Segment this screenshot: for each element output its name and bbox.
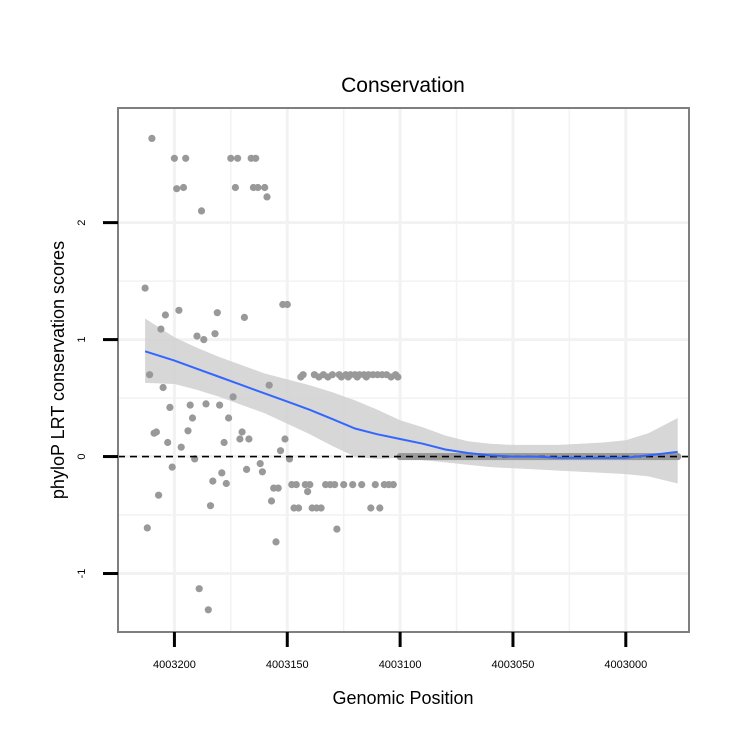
data-point [173, 185, 181, 193]
data-point [227, 154, 235, 162]
smooth-fit-line [144, 350, 678, 459]
data-point [299, 371, 307, 379]
data-point [182, 154, 190, 162]
data-point [152, 428, 160, 436]
data-point [243, 465, 251, 473]
data-point [258, 468, 266, 476]
data-point [200, 336, 208, 344]
data-point [263, 193, 271, 201]
data-point [168, 463, 176, 471]
data-point [161, 311, 169, 319]
chart-title: Conservation [341, 74, 465, 97]
data-point [141, 284, 149, 292]
x-axis: 4003200 4003150 4003100 4003050 4003000 [153, 632, 647, 671]
y-tick-label: 0 [76, 453, 88, 459]
data-point [155, 491, 163, 499]
data-point [256, 460, 264, 468]
confidence-ribbon [145, 318, 678, 484]
data-point [265, 381, 273, 389]
data-point [159, 383, 167, 392]
data-point [281, 435, 289, 443]
data-point [216, 401, 224, 409]
data-point [202, 400, 210, 408]
data-point [371, 481, 379, 489]
data-point [283, 300, 291, 309]
data-points [141, 134, 682, 614]
data-point [349, 481, 357, 489]
data-point [166, 403, 174, 411]
data-point [222, 479, 230, 488]
data-point [274, 484, 282, 492]
data-point [146, 371, 154, 379]
data-point [331, 481, 339, 489]
data-point [229, 393, 237, 401]
data-point [188, 414, 197, 422]
data-point [164, 438, 172, 447]
data-point [245, 435, 253, 443]
data-point [225, 414, 233, 422]
data-point [193, 332, 201, 340]
confidence-ribbon-group [145, 318, 678, 484]
data-point [358, 481, 366, 489]
data-point [306, 481, 314, 489]
data-point [674, 453, 682, 461]
data-point [236, 435, 244, 443]
x-tick-label: 4003000 [604, 659, 647, 671]
data-point [209, 477, 217, 485]
x-tick-label: 4003200 [153, 659, 196, 671]
data-point [317, 504, 325, 512]
data-point [267, 497, 276, 505]
data-point [292, 481, 300, 489]
data-point [276, 447, 285, 455]
data-point [304, 488, 312, 496]
data-point [240, 313, 248, 321]
data-point [195, 585, 203, 593]
data-point [340, 481, 348, 489]
data-point [213, 309, 221, 317]
data-point [328, 371, 336, 379]
data-point [218, 469, 226, 477]
data-point [148, 134, 156, 142]
data-point [376, 504, 384, 512]
data-point [197, 207, 206, 215]
grid-lines [118, 108, 689, 632]
y-tick-label: -1 [76, 569, 88, 579]
data-point [211, 330, 219, 338]
data-point [261, 183, 269, 192]
x-axis-title: Genomic Position [332, 688, 473, 708]
data-point [206, 502, 215, 510]
data-point [170, 154, 178, 162]
data-point [238, 428, 246, 436]
y-axis-title: phyloP LRT conservation scores [48, 241, 68, 499]
data-point [252, 154, 260, 162]
y-tick-label: 2 [76, 220, 88, 226]
data-point [220, 438, 228, 447]
data-point [184, 427, 192, 435]
y-axis: -1 0 1 2 [76, 220, 118, 579]
x-tick-label: 4003050 [492, 659, 535, 671]
data-point [177, 443, 185, 451]
x-tick-label: 4003100 [379, 659, 422, 671]
data-point [254, 183, 262, 192]
data-point [234, 154, 242, 162]
data-point [175, 306, 183, 314]
y-tick-label: 1 [76, 337, 88, 343]
data-point [333, 525, 341, 533]
panel-border [117, 107, 690, 633]
data-point [186, 401, 194, 409]
x-tick-label: 4003150 [266, 659, 309, 671]
data-point [231, 183, 239, 192]
data-point [143, 524, 151, 532]
data-point [179, 183, 188, 192]
smooth-line-group [144, 350, 678, 459]
data-point [295, 504, 303, 512]
data-point [204, 606, 212, 614]
data-point [157, 325, 165, 333]
data-point [389, 481, 397, 489]
data-point [394, 373, 402, 381]
data-point [367, 504, 375, 512]
data-point [272, 538, 280, 546]
